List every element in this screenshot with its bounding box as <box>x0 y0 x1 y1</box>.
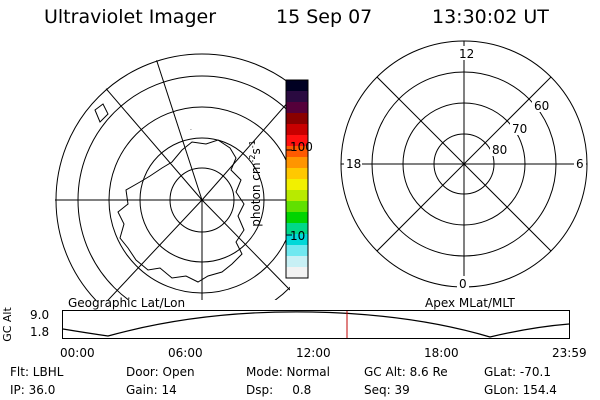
altitude-curve <box>62 311 570 338</box>
colorbar-segment <box>286 190 308 202</box>
colorbar-segment <box>286 179 308 191</box>
colorbar-segment <box>286 102 308 114</box>
colorbar-segment <box>286 124 308 136</box>
colorbar-segment <box>286 157 308 169</box>
right-panel-caption: Apex MLat/MLT <box>425 296 515 310</box>
info-dsp: Dsp: 0.8 <box>246 383 312 397</box>
colorbar-segment <box>286 223 308 235</box>
info-door: Door: Open <box>126 365 195 379</box>
geographic-map: . <box>55 53 290 300</box>
info-flt: Flt: LBHL <box>10 365 64 379</box>
colorbar-gradient <box>286 80 308 279</box>
colorbar-segment <box>286 135 308 147</box>
mlt-12-label: 12 <box>459 47 474 61</box>
info-mode: Mode: Normal <box>246 365 330 379</box>
colorbar-segment <box>286 146 308 158</box>
xtick-2359: 23:59 <box>552 346 587 360</box>
colorbar-frame <box>285 79 309 279</box>
colorbar-segment <box>286 168 308 180</box>
mlt-0-label: 0 <box>459 277 467 291</box>
colorbar-unit-sup2: -1 <box>247 140 257 149</box>
colorbar-unit-label: photon cm-2s-1 <box>247 140 263 227</box>
colorbar-segment <box>286 201 308 213</box>
mlt-6-label: 6 <box>576 157 584 171</box>
colorbar-unit-sup1: -2 <box>247 154 257 163</box>
antarctica-coastline <box>117 139 245 283</box>
altitude-ylabel: GC Alt <box>0 307 14 342</box>
apex-polar-plot: 12 0 18 6 60 70 80 <box>340 40 588 291</box>
xtick-1200: 12:00 <box>296 346 331 360</box>
altitude-ytick-low: 1.8 <box>30 325 50 339</box>
colorbar <box>285 79 309 279</box>
altitude-plot <box>62 310 570 339</box>
mlt-18-label: 18 <box>346 157 361 171</box>
xtick-0600: 06:00 <box>168 346 203 360</box>
colorbar-segment <box>286 113 308 125</box>
time-readout: 13:30:02 UT <box>432 6 549 28</box>
info-glon: GLon: 154.4 <box>484 383 557 397</box>
new-zealand-coastline <box>94 103 109 123</box>
map-island-speck: . <box>190 125 192 132</box>
info-seq: Seq: 39 <box>364 383 410 397</box>
info-gc-alt: GC Alt: 8.6 Re <box>364 365 448 379</box>
xtick-0000: 00:00 <box>60 346 95 360</box>
info-gain: Gain: 14 <box>126 383 177 397</box>
mlt-diagonal-2 <box>376 76 552 252</box>
altitude-ytick-high: 9.0 <box>30 308 50 322</box>
colorbar-segment <box>286 80 308 92</box>
colorbar-segment <box>286 212 308 224</box>
mlat-70-label: 70 <box>512 122 527 136</box>
colorbar-segment <box>286 267 308 279</box>
colorbar-tick-100: 100 <box>290 140 313 154</box>
colorbar-segment <box>286 256 308 268</box>
australia-coastline <box>55 71 71 145</box>
info-glat: GLat: -70.1 <box>484 365 551 379</box>
colorbar-segment <box>286 234 308 246</box>
colorbar-segment <box>286 91 308 103</box>
date-readout: 15 Sep 07 <box>276 6 373 28</box>
left-panel-caption: Geographic Lat/Lon <box>68 296 186 310</box>
info-ip: IP: 36.0 <box>10 383 56 397</box>
colorbar-tick-10: 10 <box>290 229 306 243</box>
app-title: Ultraviolet Imager <box>44 6 217 28</box>
mlat-60-label: 60 <box>534 99 549 113</box>
mlat-80-label: 80 <box>492 143 507 157</box>
xtick-1800: 18:00 <box>424 346 459 360</box>
altitude-plot-frame <box>62 310 570 339</box>
colorbar-segment <box>286 245 308 257</box>
